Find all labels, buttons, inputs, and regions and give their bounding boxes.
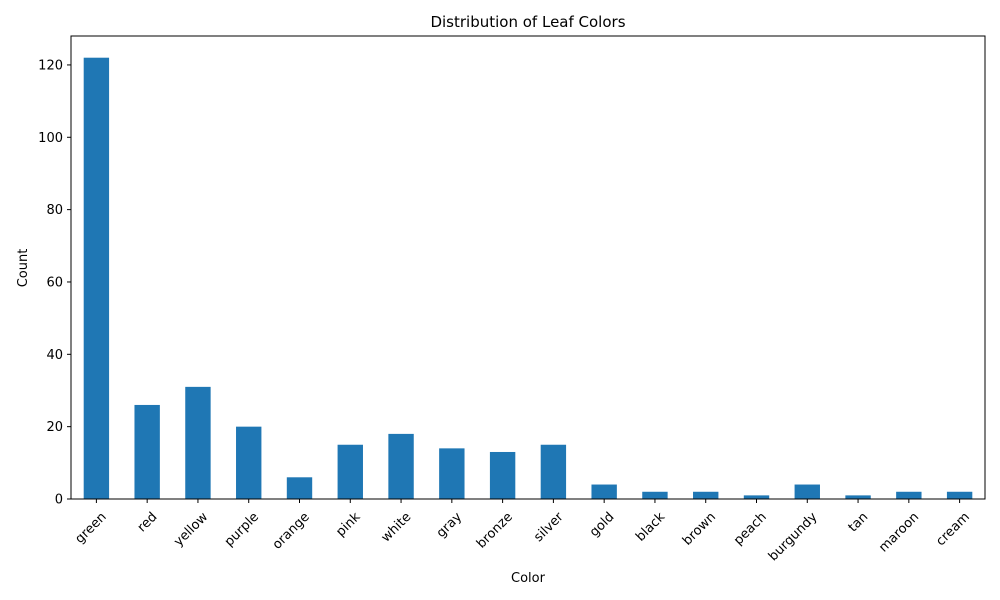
y-tick-label: 80 (46, 203, 63, 218)
bar-purple (236, 426, 262, 499)
x-tick-label-purple: purple (222, 510, 262, 550)
x-tick-label-bronze: bronze (474, 510, 516, 552)
bar-black (642, 491, 668, 499)
x-tick-label-yellow: yellow (171, 509, 211, 549)
bar-pink (337, 444, 363, 499)
x-tick-label-gold: gold (587, 510, 617, 540)
bars-group (83, 57, 973, 499)
bar-orange (286, 477, 313, 499)
y-tick-label: 40 (46, 348, 63, 363)
x-tick-label-brown: brown (680, 510, 719, 549)
y-tick-label: 100 (38, 131, 63, 146)
x-tick-label-maroon: maroon (876, 510, 922, 556)
bar-brown (693, 491, 719, 499)
x-axis-ticks: green red yellow purple orange pink white gray b… (72, 499, 973, 564)
x-tick-label-burgundy: burgundy (766, 509, 821, 564)
bar-gray (439, 448, 465, 499)
bar-bronze (489, 451, 516, 499)
bar-peach (743, 495, 770, 499)
y-tick-label: 20 (46, 420, 63, 435)
x-tick-label-pink: pink (333, 509, 363, 539)
bar-cream (946, 491, 973, 499)
x-tick-label-black: black (633, 509, 668, 544)
y-tick-label: 120 (38, 58, 63, 73)
bar-silver (540, 444, 567, 499)
x-tick-label-cream: cream (933, 510, 972, 549)
x-tick-label-white: white (379, 510, 415, 546)
y-tick-label: 0 (55, 493, 63, 508)
y-axis-ticks: 0 20 40 60 80 100 120 (38, 58, 71, 508)
bar-red (134, 404, 160, 499)
x-axis-label: Color (511, 571, 546, 586)
x-tick-label-tan: tan (846, 510, 872, 536)
bar-burgundy (794, 484, 820, 499)
bar-white (388, 433, 414, 499)
x-tick-label-red: red (135, 510, 161, 536)
x-tick-label-silver: silver (531, 509, 567, 545)
chart-title: Distribution of Leaf Colors (430, 13, 625, 31)
x-tick-label-orange: orange (270, 510, 313, 553)
bar-yellow (185, 386, 211, 499)
bar-maroon (896, 491, 922, 499)
y-axis-label: Count (16, 249, 31, 288)
bar-tan (845, 495, 871, 499)
plot-frame (70, 35, 986, 500)
bar-gold (591, 484, 617, 499)
x-tick-label-peach: peach (731, 510, 770, 549)
x-tick-label-gray: gray (434, 509, 466, 541)
y-tick-label: 60 (46, 275, 63, 290)
bar-green (83, 57, 110, 499)
x-tick-label-green: green (72, 510, 109, 547)
